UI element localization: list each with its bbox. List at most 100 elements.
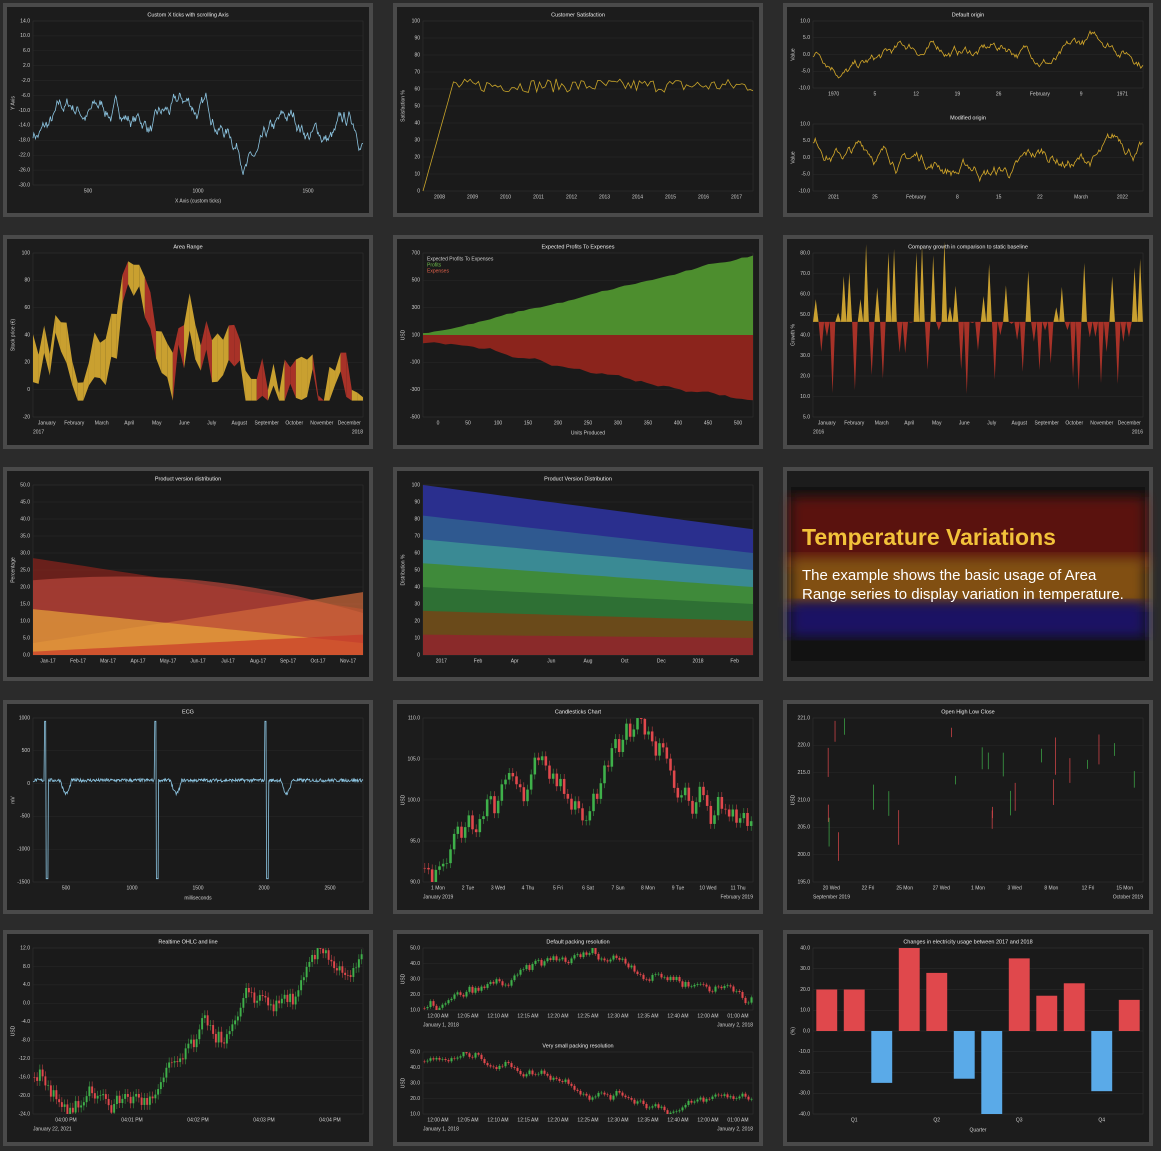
y-tick-label: 30.0 (410, 976, 420, 982)
candle-body (352, 967, 355, 977)
x-tick-label: 27 Wed (933, 885, 950, 891)
series-area (991, 321, 998, 380)
candle-body (606, 765, 610, 767)
x-tick-label: April (124, 420, 134, 426)
y-tick-label: 0.0 (23, 1001, 30, 1007)
candle-body (357, 959, 360, 968)
candle-body (594, 1096, 597, 1098)
candle-body (423, 1008, 426, 1009)
candle-body (96, 1095, 99, 1099)
x-tick-label: October (285, 420, 303, 426)
candle-body (609, 959, 612, 962)
candle-body (305, 966, 308, 978)
candle-body (450, 998, 453, 1001)
candle-body (705, 984, 708, 987)
y-tick-label: 95.0 (410, 838, 420, 844)
series-area (307, 354, 313, 397)
candle-body (522, 1074, 525, 1077)
x-tick-label: June (959, 420, 970, 426)
candle-body (699, 1097, 702, 1100)
series-area (77, 382, 84, 401)
series-area (913, 252, 920, 322)
series-area (223, 325, 229, 376)
series-area (72, 360, 78, 401)
candle-body (69, 1107, 72, 1114)
series-area (83, 362, 89, 401)
x-tick-label: 500 (734, 420, 743, 426)
x-tick-label: 01:00 AM (727, 1117, 748, 1123)
candle-body (594, 948, 597, 954)
y-tick-label: -24.0 (19, 1111, 31, 1117)
x-tick-label: March (1074, 194, 1088, 200)
candle-body (482, 816, 485, 820)
series-area (1014, 321, 1020, 341)
series-area (290, 359, 296, 398)
overlay-description[interactable]: The example shows the basic usage of Are… (802, 567, 1124, 603)
chart-title: Expected Profits To Expenses (542, 244, 615, 250)
candle-body (504, 984, 507, 986)
candle-body (519, 969, 522, 975)
series-area (55, 314, 61, 352)
candle-body (291, 993, 294, 1005)
candle-body (41, 1069, 44, 1077)
candle-body (636, 971, 639, 975)
y-tick-label: 40.0 (410, 1065, 420, 1071)
series-area (105, 313, 112, 386)
candle-body (663, 977, 666, 978)
candle-body (467, 815, 471, 828)
candle-body (681, 981, 684, 987)
y-tick-label: -20 (23, 414, 30, 420)
series-line (812, 29, 1144, 79)
candle-body (423, 867, 427, 869)
candle-body (438, 1057, 441, 1060)
candle-body (52, 1090, 55, 1097)
x-tick-label: 2012 (566, 194, 577, 200)
y-tick-label: -10.0 (799, 1049, 811, 1055)
candle-body (603, 1092, 606, 1095)
candle-body (477, 1053, 480, 1055)
x-tick-label: May (932, 420, 942, 426)
candle-body (256, 1000, 259, 1003)
candle-body (603, 765, 606, 784)
x-tick-label: Oct-17 (310, 658, 325, 664)
overlay-heading[interactable]: Temperature Variations (802, 524, 1056, 550)
y-tick-label: 100 (412, 18, 421, 24)
candle-body (615, 1090, 618, 1096)
candle-body (459, 992, 462, 995)
candle-body (300, 980, 303, 991)
bar (1008, 958, 1030, 1031)
series-area (273, 363, 280, 401)
candle-body (462, 1052, 465, 1057)
x-tick-label: 12:10 AM (487, 1013, 508, 1019)
series-area (38, 325, 45, 384)
candle-body (465, 1052, 468, 1054)
y-tick-label: 205.0 (797, 825, 810, 831)
y-tick-label: 35.0 (20, 533, 30, 539)
x-tick-label: 500 (84, 188, 93, 194)
candle-body (327, 950, 330, 960)
candle-body (610, 748, 614, 767)
candle-body (349, 975, 352, 977)
candle-body (672, 1111, 675, 1113)
candle-body (102, 1094, 105, 1096)
candle-body (690, 986, 693, 987)
series-area (44, 325, 50, 376)
x-edge-label: January 1, 2018 (423, 1022, 459, 1028)
series-area (947, 306, 953, 322)
candle-body (201, 1018, 204, 1030)
x-tick-label: May-17 (160, 658, 177, 664)
y-tick-label: 10.0 (20, 618, 30, 624)
candle-body (165, 1067, 168, 1078)
series-area (267, 363, 274, 401)
candle-body (85, 1096, 88, 1103)
y-tick-label: 50 (414, 103, 420, 109)
candle-body (99, 1095, 102, 1096)
series-area (251, 378, 257, 401)
candle-body (648, 979, 651, 981)
x-tick-label: 04:03 PM (253, 1117, 274, 1123)
x-tick-label: 2000 (258, 885, 269, 891)
y-tick-label: 40 (414, 584, 420, 590)
candle-body (525, 1074, 528, 1077)
candle-body (474, 829, 478, 833)
candle-body (548, 765, 551, 779)
